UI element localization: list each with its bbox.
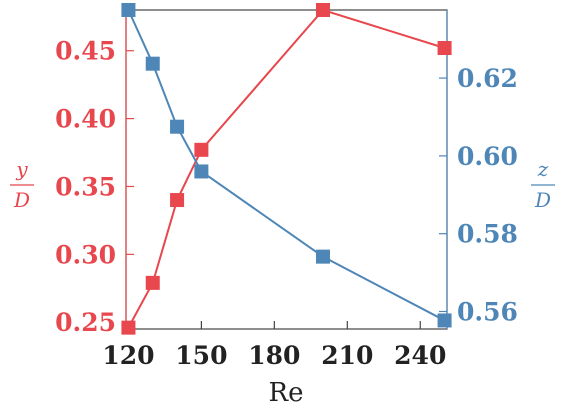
series-right <box>121 3 452 328</box>
left-tick-label: 0.45 <box>55 37 116 66</box>
left-tick-label: 0.40 <box>55 105 116 134</box>
right-series-marker <box>437 313 452 328</box>
left-axis-label: y D <box>10 157 34 212</box>
left-axis-label-denominator: D <box>13 188 30 212</box>
right-tick-label: 0.60 <box>457 142 518 171</box>
right-y-axis-ticks: 0.56 0.58 0.60 0.62 <box>439 64 518 326</box>
left-series-line <box>127 8 445 329</box>
x-axis-label: Re <box>269 378 304 407</box>
plot-frame <box>125 9 448 330</box>
right-series-marker <box>145 56 160 71</box>
left-series-marker <box>145 275 160 290</box>
left-y-axis-ticks: 0.25 0.30 0.35 0.40 0.45 <box>55 37 134 337</box>
x-tick-label: 240 <box>394 341 446 370</box>
right-series-line <box>127 9 446 322</box>
right-series-marker <box>194 164 209 179</box>
left-series-marker <box>170 193 185 208</box>
left-axis-label-numerator: y <box>15 157 28 181</box>
series-left <box>121 3 452 335</box>
left-series-marker <box>437 41 452 56</box>
x-tick-label: 150 <box>175 341 227 370</box>
x-tick-label: 180 <box>248 341 300 370</box>
right-series-marker <box>121 3 136 17</box>
right-axis-label: z D <box>531 157 555 212</box>
right-series-marker <box>170 119 185 134</box>
right-axis-label-denominator: D <box>534 188 551 212</box>
right-tick-label: 0.58 <box>457 220 518 249</box>
left-series-marker <box>315 3 330 17</box>
left-tick-label: 0.25 <box>55 308 116 337</box>
right-axis-label-numerator: z <box>537 157 549 181</box>
right-tick-label: 0.62 <box>457 64 518 93</box>
left-tick-label: 0.30 <box>55 240 116 269</box>
right-tick-label: 0.56 <box>457 297 518 326</box>
left-tick-label: 0.35 <box>55 172 116 201</box>
x-tick-label: 120 <box>102 341 154 370</box>
x-tick-label: 210 <box>321 341 373 370</box>
left-series-marker <box>194 142 209 157</box>
right-series-marker <box>315 249 330 264</box>
left-series-marker <box>121 320 136 335</box>
x-axis-ticks: 120 150 180 210 240 <box>102 321 446 370</box>
